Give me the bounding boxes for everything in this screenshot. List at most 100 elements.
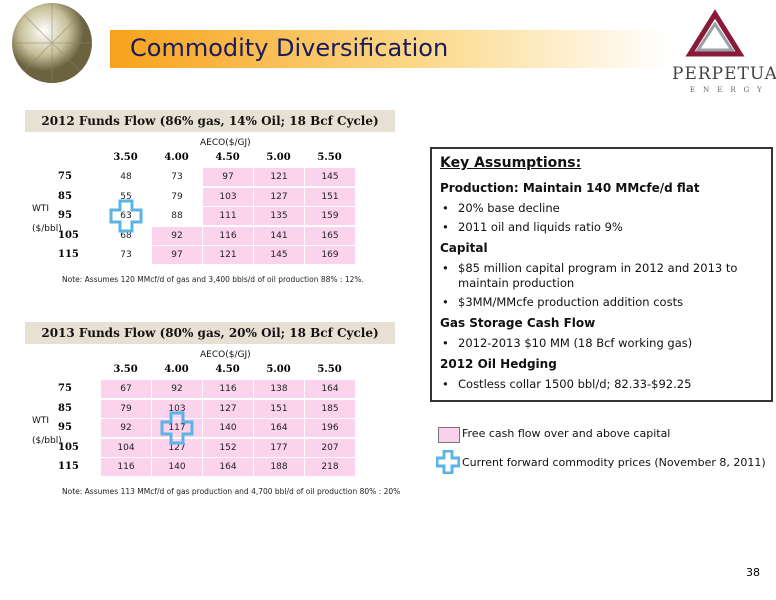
column-header: 4.50 bbox=[215, 364, 240, 375]
section-heading: 2012 Oil Hedging bbox=[440, 357, 557, 371]
table-cell: 141 bbox=[254, 226, 304, 245]
key-assumptions: Key Assumptions: Production: Maintain 140… bbox=[430, 147, 773, 402]
table-cell: 97 bbox=[152, 246, 202, 264]
section-heading: Gas Storage Cash Flow bbox=[440, 316, 596, 330]
logo-mark bbox=[685, 9, 745, 57]
row-axis-label: WTI bbox=[32, 416, 50, 426]
table-cell: 177 bbox=[254, 438, 304, 457]
table-cell: 165 bbox=[305, 226, 355, 245]
column-axis-label: AECO($/GJ) bbox=[200, 138, 251, 148]
table-cell: 55 bbox=[101, 187, 151, 206]
row-header: 105 bbox=[58, 229, 79, 241]
bullet-text: Costless collar 1500 bbl/d; 82.33-$92.25 bbox=[458, 377, 692, 391]
table-cell: 164 bbox=[203, 458, 253, 476]
table-title: 2013 Funds Flow (80% gas, 20% Oil; 18 Bc… bbox=[25, 322, 395, 344]
row-axis-label: ($/bbl) bbox=[32, 436, 62, 446]
row-axis-label: WTI bbox=[32, 204, 50, 214]
table-cell: 169 bbox=[305, 246, 355, 264]
bullet-dot: • bbox=[442, 336, 449, 350]
table-note: Note: Assumes 113 MMcf/d of gas producti… bbox=[62, 487, 401, 496]
row-header: 85 bbox=[58, 402, 72, 414]
legend-swatch bbox=[438, 427, 460, 443]
legend-text: Free cash flow over and above capital bbox=[462, 427, 671, 440]
bullet-text: 2012-2013 $10 MM (18 Bcf working gas) bbox=[458, 336, 693, 350]
logo-sub: ENERGY bbox=[690, 86, 770, 94]
table-cell: 152 bbox=[203, 438, 253, 457]
row-header: 95 bbox=[58, 422, 72, 433]
page-number: 38 bbox=[746, 566, 760, 579]
table-cell: 97 bbox=[203, 168, 253, 186]
table-cell: 116 bbox=[203, 226, 253, 245]
table-cell: 138 bbox=[254, 380, 304, 398]
column-header: 5.50 bbox=[317, 364, 342, 375]
table-cell: 79 bbox=[101, 399, 151, 418]
table-cell: 103 bbox=[203, 187, 253, 206]
table-cell: 159 bbox=[305, 207, 355, 225]
title-bar bbox=[110, 30, 670, 68]
table-cell: 164 bbox=[254, 419, 304, 437]
table-cell: 92 bbox=[152, 226, 202, 245]
table-cell: 127 bbox=[152, 438, 202, 457]
bullet-dot: • bbox=[442, 377, 449, 391]
table-cell: 73 bbox=[152, 168, 202, 186]
table-cell: 104 bbox=[101, 438, 151, 457]
table-cell: 116 bbox=[101, 458, 151, 476]
table-cell: 164 bbox=[305, 380, 355, 398]
logo-name: PERPETUAL bbox=[672, 64, 776, 84]
bullet-dot: • bbox=[442, 201, 449, 215]
table-cell: 79 bbox=[152, 187, 202, 206]
table-cell: 127 bbox=[254, 187, 304, 206]
column-header: 3.50 bbox=[113, 364, 138, 375]
table-cell: 196 bbox=[305, 419, 355, 437]
table-cell: 207 bbox=[305, 438, 355, 457]
column-header: 4.00 bbox=[164, 364, 189, 375]
table-cell: 92 bbox=[152, 380, 202, 398]
column-header: 3.50 bbox=[113, 152, 138, 163]
bullet-text: $3MM/MMcfe production addition costs bbox=[458, 295, 684, 309]
table-cell: 145 bbox=[305, 168, 355, 186]
column-header: 5.00 bbox=[266, 364, 291, 375]
column-header: 4.00 bbox=[164, 152, 189, 163]
column-axis-label: AECO($/GJ) bbox=[200, 350, 251, 360]
row-header: 115 bbox=[58, 249, 79, 260]
bullet-dot: • bbox=[442, 295, 449, 309]
current-price-marker bbox=[109, 199, 143, 233]
row-axis-label: ($/bbl) bbox=[32, 224, 62, 234]
row-header: 95 bbox=[58, 210, 72, 221]
table-cell: 140 bbox=[152, 458, 202, 476]
row-header: 75 bbox=[58, 383, 72, 394]
table-cell: 92 bbox=[101, 419, 151, 437]
table-cell: 103 bbox=[152, 399, 202, 418]
table-cell: 121 bbox=[254, 168, 304, 186]
table-cell: 151 bbox=[305, 187, 355, 206]
legend-cross bbox=[436, 450, 460, 474]
table-cell: 73 bbox=[101, 246, 151, 264]
section-heading: Production: Maintain 140 MMcfe/d flat bbox=[440, 181, 700, 195]
row-header: 75 bbox=[58, 171, 72, 182]
table-cell: 218 bbox=[305, 458, 355, 476]
legend-text: Current forward commodity prices (Novemb… bbox=[462, 456, 766, 469]
box-title: Key Assumptions: bbox=[440, 155, 582, 171]
column-header: 4.50 bbox=[215, 152, 240, 163]
current-price-marker bbox=[160, 411, 194, 445]
section-heading: Capital bbox=[440, 241, 488, 255]
slide-title: Commodity Diversification bbox=[130, 34, 449, 62]
header-art bbox=[12, 3, 745, 83]
table-cell: 135 bbox=[254, 207, 304, 225]
table-cell: 121 bbox=[203, 246, 253, 264]
table-cell: 111 bbox=[203, 207, 253, 225]
bullet-text: 20% base decline bbox=[458, 201, 560, 215]
table-cell: 185 bbox=[305, 399, 355, 418]
table-cell: 140 bbox=[203, 419, 253, 437]
table-title: 2012 Funds Flow (86% gas, 14% Oil; 18 Bc… bbox=[25, 110, 395, 132]
table-cell: 116 bbox=[203, 380, 253, 398]
column-header: 5.00 bbox=[266, 152, 291, 163]
table-cell: 68 bbox=[101, 226, 151, 245]
row-header: 85 bbox=[58, 190, 72, 202]
table-note: Note: Assumes 120 MMcf/d of gas and 3,40… bbox=[62, 275, 364, 284]
row-header: 105 bbox=[58, 441, 79, 453]
table-cell: 151 bbox=[254, 399, 304, 418]
bullet-text: 2011 oil and liquids ratio 9% bbox=[458, 220, 623, 234]
table-cell: 48 bbox=[101, 168, 151, 186]
